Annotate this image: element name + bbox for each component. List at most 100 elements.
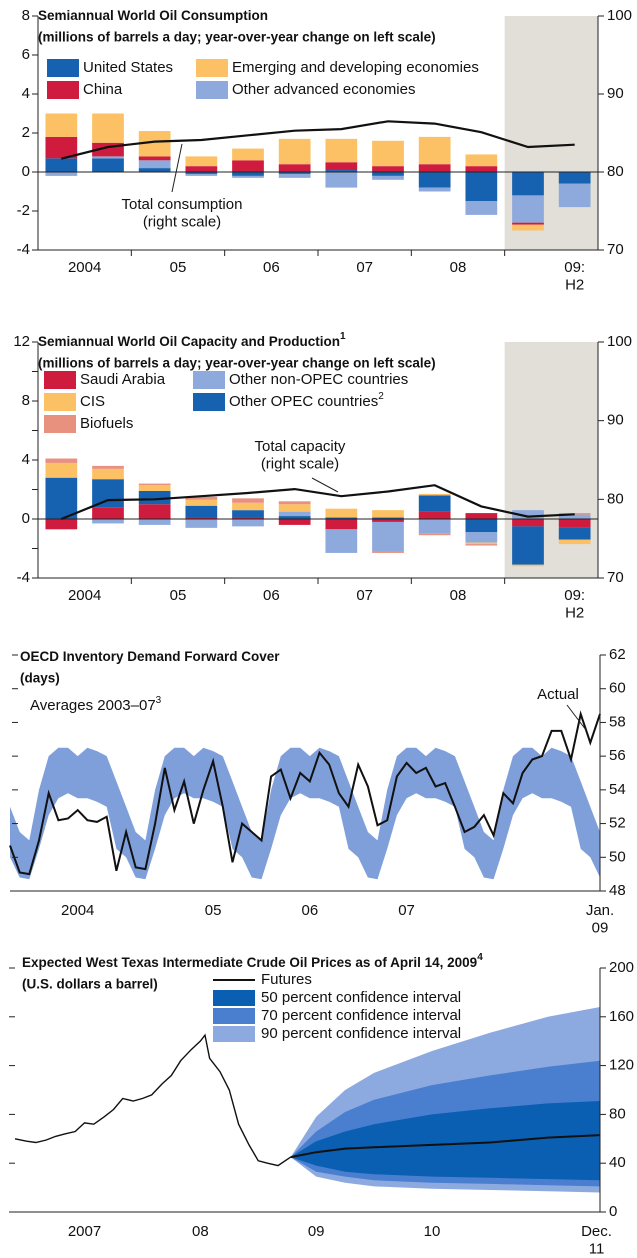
legend-swatch (193, 393, 225, 411)
legend-swatch (44, 393, 76, 411)
legend-swatch (44, 371, 76, 389)
bar-segment (45, 477, 78, 519)
bar-segment (92, 156, 124, 159)
legend-swatch (196, 81, 228, 99)
bar-segment (418, 187, 451, 192)
leader-line (311, 477, 339, 493)
bar-segment (185, 505, 218, 518)
footnote-marker: 4 (477, 952, 483, 963)
bar-segment (465, 166, 498, 172)
bar-segment (325, 508, 358, 518)
bar-segment (138, 168, 171, 172)
y-tick-label: 90 (607, 412, 624, 429)
chart-title: Semiannual World Oil Capacity and Produc… (38, 331, 346, 349)
x-tick-label: 08 (450, 587, 467, 604)
bar-segment (278, 164, 311, 172)
bar-segment (92, 468, 124, 480)
legend-text: Other non-OPEC countries (229, 371, 408, 388)
bar-segment (45, 136, 78, 159)
legend-label: Futures (261, 971, 312, 988)
y-tick-label: 40 (609, 1154, 626, 1171)
bar-segment (325, 172, 358, 188)
bar-segment (325, 529, 358, 553)
legend-label: Other advanced economies (232, 81, 415, 98)
title-text: Semiannual World Oil Capacity and Produc… (38, 334, 340, 349)
bar-segment (558, 539, 591, 545)
bar-segment (92, 479, 124, 508)
bar-segment (232, 172, 264, 176)
y-tick-label: 8 (22, 7, 30, 24)
bar-segment (418, 493, 451, 496)
band-label: Averages 2003–073 (30, 695, 162, 714)
bar-segment (185, 496, 218, 500)
bar-segment (372, 140, 404, 167)
legend-label: China (83, 81, 123, 98)
legend-label: Other OPEC countries2 (229, 391, 384, 410)
legend-label: CIS (80, 393, 105, 410)
y-tick-label: 0 (609, 1203, 617, 1220)
bar-segment (418, 164, 451, 172)
bar-segment (138, 485, 171, 491)
band-label-text: Averages 2003–07 (30, 697, 156, 714)
bar-segment (45, 172, 78, 176)
y-tick-label: 2 (22, 124, 30, 141)
x-tick-label: 06 (263, 259, 280, 276)
confidence-band (290, 1101, 600, 1181)
bar-segment (232, 502, 264, 511)
bar-segment (418, 519, 451, 534)
bar-segment (185, 517, 218, 519)
bar-segment (232, 175, 264, 178)
bar-segment (138, 519, 171, 525)
legend-swatch (213, 1008, 255, 1024)
y-tick-label: 0 (22, 163, 30, 180)
footnote-marker: 2 (378, 391, 384, 402)
bar-segment (232, 498, 264, 503)
bar-segment (45, 113, 78, 137)
bar-segment (512, 526, 544, 565)
bar-segment (278, 172, 311, 174)
chart-subtitle: (days) (20, 671, 60, 686)
legend-swatch (213, 990, 255, 1006)
bar-segment (418, 511, 451, 519)
y-tick-label: 90 (607, 85, 624, 102)
bar-segment (325, 517, 358, 519)
bar-segment (232, 160, 264, 172)
bar-segment (558, 519, 591, 528)
total-line (60, 484, 575, 521)
bar-segment (372, 172, 404, 176)
bar-segment (512, 224, 544, 231)
bar-segment (325, 170, 358, 172)
legend-text: Biofuels (80, 415, 133, 432)
bar-segment (185, 173, 218, 176)
bar-segment (465, 154, 498, 167)
legend-text: Emerging and developing economies (232, 59, 479, 76)
y-tick-label: 56 (609, 747, 626, 764)
y-tick-label: 54 (609, 781, 626, 798)
bar-segment (325, 162, 358, 171)
bar-segment (278, 519, 311, 525)
bar-segment (512, 510, 544, 519)
y-tick-label: 58 (609, 713, 626, 730)
bar-segment (418, 495, 451, 512)
y-tick-label: 80 (609, 1105, 626, 1122)
footnote-marker: 1 (340, 331, 346, 342)
bar-segment (45, 519, 78, 530)
legend-text: CIS (80, 393, 105, 410)
footnote-marker: 3 (156, 695, 162, 706)
legend-text: Other OPEC countries (229, 393, 378, 410)
x-tick-label: 08 (450, 259, 467, 276)
bar-segment (232, 148, 264, 161)
legend-label: 90 percent confidence interval (261, 1025, 461, 1042)
bar-segment (185, 166, 218, 172)
y-tick-label: 48 (609, 882, 626, 899)
legend-swatch (47, 81, 79, 99)
bar-segment (465, 201, 498, 215)
y-tick-label: 60 (609, 680, 626, 697)
bar-segment (418, 136, 451, 165)
legend-swatch (213, 1026, 255, 1042)
y-tick-label: 52 (609, 815, 626, 832)
x-tick-label: Dec. 11 (581, 1223, 612, 1257)
legend-label: Biofuels (80, 415, 133, 432)
legend-label: Saudi Arabia (80, 371, 166, 388)
legend-swatch (47, 59, 79, 77)
